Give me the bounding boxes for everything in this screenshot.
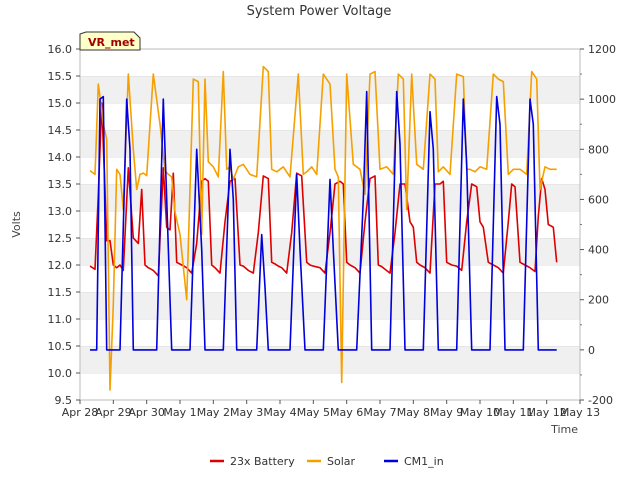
background-band — [80, 292, 580, 319]
right-tick-label: 400 — [588, 244, 609, 257]
background-band — [80, 238, 580, 265]
left-tick-label: 15.0 — [48, 97, 73, 110]
left-tick-label: 16.0 — [48, 43, 73, 56]
right-axis-ticks: -200 0 200 400 600 800 1000 1200 — [580, 43, 616, 407]
legend-label: CM1_in — [404, 455, 444, 468]
left-tick-label: 10.0 — [48, 367, 73, 380]
right-tick-label: 1000 — [588, 93, 616, 106]
x-tick-label: May 8 — [397, 406, 430, 419]
x-tick-label: Apr 29 — [95, 406, 132, 419]
x-tick-label: Apr 28 — [62, 406, 99, 419]
left-tick-label: 14.5 — [48, 124, 73, 137]
left-tick-label: 13.0 — [48, 205, 73, 218]
left-tick-label: 10.5 — [48, 340, 73, 353]
x-tick-label: May 9 — [430, 406, 463, 419]
right-tick-label: 600 — [588, 193, 609, 206]
legend: 23x Battery Solar CM1_in — [210, 455, 444, 468]
series-layer — [89, 65, 558, 391]
background-band — [80, 346, 580, 373]
series-line-cm1-in — [90, 90, 557, 351]
left-tick-label: 11.5 — [48, 286, 73, 299]
left-tick-label: 9.5 — [55, 394, 73, 407]
background-band — [80, 130, 580, 157]
left-tick-label: 13.5 — [48, 178, 73, 191]
x-axis-label: Time — [550, 423, 578, 436]
background-band — [80, 49, 580, 76]
right-tick-label: 200 — [588, 294, 609, 307]
left-tick-label: 14.0 — [48, 151, 73, 164]
right-tick-label: 800 — [588, 143, 609, 156]
legend-label: Solar — [327, 455, 356, 468]
background-band — [80, 319, 580, 346]
series-line-solar — [89, 65, 557, 391]
right-tick-label: 1200 — [588, 43, 616, 56]
site-badge: VR_met — [79, 31, 141, 51]
x-tick-label: May 11 — [493, 406, 533, 419]
background-band — [80, 265, 580, 292]
x-tick-label: May 12 — [527, 406, 567, 419]
left-tick-label: 15.5 — [48, 70, 73, 83]
x-tick-label: May 1 — [163, 406, 196, 419]
chart-title: System Power Voltage — [247, 4, 392, 19]
y-axis-label: Volts — [10, 211, 23, 238]
left-tick-label: 12.0 — [48, 259, 73, 272]
right-tick-label: -200 — [588, 394, 613, 407]
legend-label: 23x Battery — [230, 455, 295, 468]
x-tick-label: May 6 — [330, 406, 363, 419]
x-tick-label: May 2 — [197, 406, 230, 419]
x-tick-label: May 10 — [460, 406, 500, 419]
right-tick-label: 0 — [588, 344, 595, 357]
left-tick-label: 11.0 — [48, 313, 73, 326]
x-tick-label: May 13 — [560, 406, 600, 419]
left-tick-label: 12.5 — [48, 232, 73, 245]
x-tick-label: May 3 — [230, 406, 263, 419]
x-tick-label: Apr 30 — [128, 406, 165, 419]
x-tick-label: May 5 — [297, 406, 330, 419]
background-band — [80, 373, 580, 400]
x-tick-label: May 4 — [263, 406, 296, 419]
left-axis-ticks: 9.5 10.0 10.5 11.0 11.5 12.0 12.5 13.0 13.5 14.0 1… — [48, 43, 80, 407]
site-badge-label: VR_met — [88, 36, 135, 49]
x-tick-label: May 7 — [363, 406, 396, 419]
